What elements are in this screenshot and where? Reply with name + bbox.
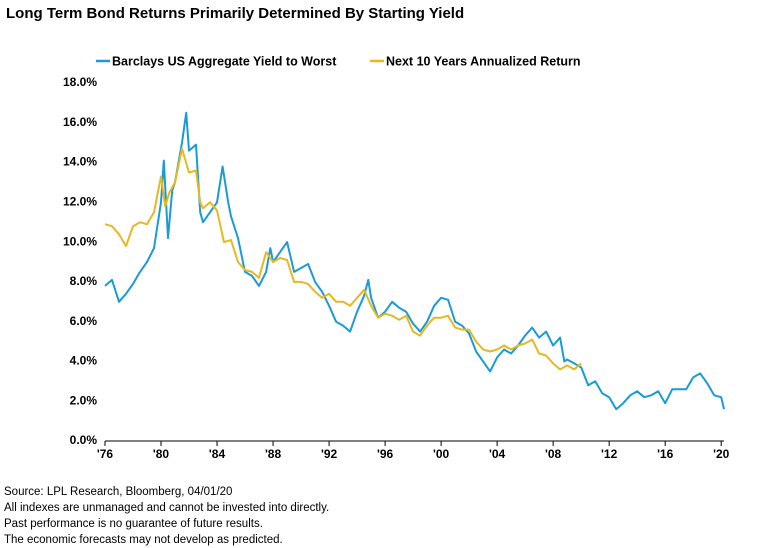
y-tick-label: 0.0% <box>70 433 98 447</box>
x-tick-label: '80 <box>153 447 170 461</box>
x-tick-label: '92 <box>321 447 338 461</box>
y-tick-label: 6.0% <box>70 314 98 328</box>
note: Past performance is no guarantee of futu… <box>4 518 263 530</box>
y-tick-label: 14.0% <box>63 155 97 169</box>
y-tick-label: 8.0% <box>70 274 98 288</box>
y-tick-label: 4.0% <box>70 354 98 368</box>
note: Source: LPL Research, Bloomberg, 04/01/2… <box>4 486 232 498</box>
legend-label: Barclays US Aggregate Yield to Worst <box>112 54 337 68</box>
x-tick-label: '16 <box>657 447 674 461</box>
x-tick-label: '12 <box>601 447 618 461</box>
note: The economic forecasts may not develop a… <box>4 534 283 546</box>
y-tick-label: 16.0% <box>63 115 97 129</box>
y-tick-label: 2.0% <box>70 393 98 407</box>
x-tick-label: '08 <box>545 447 562 461</box>
series-line <box>104 111 725 411</box>
x-tick-label: '84 <box>209 447 226 461</box>
notes: Source: LPL Research, Bloomberg, 04/01/2… <box>4 486 329 546</box>
x-tick-label: '76 <box>97 447 114 461</box>
y-tick-label: 18.0% <box>63 75 97 89</box>
x-tick-label: '96 <box>377 447 394 461</box>
x-tick-label: '88 <box>265 447 282 461</box>
legend-label: Next 10 Years Annualized Return <box>386 54 581 68</box>
chart-title: Long Term Bond Returns Primarily Determi… <box>6 5 464 22</box>
x-tick-label: '00 <box>433 447 450 461</box>
note: All indexes are unmanaged and cannot be … <box>4 502 329 514</box>
x-tick-label: '20 <box>713 447 730 461</box>
y-tick-label: 12.0% <box>63 195 97 209</box>
series-line <box>104 147 582 371</box>
x-tick-label: '04 <box>489 447 506 461</box>
y-tick-label: 10.0% <box>63 234 97 248</box>
